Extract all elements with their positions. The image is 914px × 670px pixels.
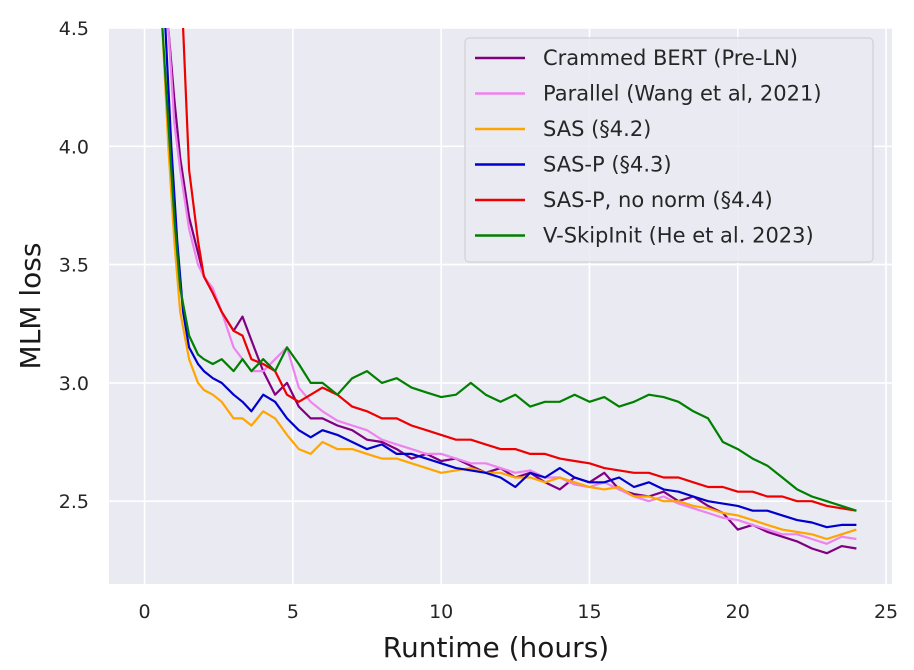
x-tick-label: 0: [139, 601, 151, 623]
series-line-parallel-wang-et-al-2021: [167, 28, 857, 545]
y-tick-label: 3.5: [59, 255, 89, 277]
series-lines: [161, 28, 857, 555]
x-axis-title: Runtime (hours): [383, 631, 609, 664]
legend-label: SAS-P, no norm (§4.4): [543, 188, 773, 212]
x-tick-label: 20: [726, 601, 750, 623]
x-tick-label: 25: [874, 601, 898, 623]
y-tick-label: 3.0: [59, 373, 89, 395]
y-tick-label: 4.5: [59, 18, 89, 40]
x-axis-ticks: 0 5 10 15 20 25: [139, 601, 899, 623]
y-axis-ticks: 2.5 3.0 3.5 4.0 4.5: [59, 18, 89, 513]
legend-box: [464, 37, 874, 263]
x-tick-label: 15: [577, 601, 601, 623]
watermark-source: @稀土掘金技术社区: [748, 649, 874, 665]
legend-label: Parallel (Wang et al, 2021): [543, 82, 822, 106]
series-line-v-skipinit-he-et-al-2023: [161, 28, 857, 512]
legend-label: V-SkipInit (He et al. 2023): [543, 224, 814, 248]
legend-label: SAS (§4.2): [543, 117, 651, 141]
x-tick-label: 10: [429, 601, 453, 623]
series-line-sas-p-4-3: [164, 28, 857, 529]
legend-label: Crammed BERT (Pre-LN): [543, 46, 798, 70]
watermark-brand: DeepHub IMBA: [733, 622, 861, 642]
x-tick-label: 5: [287, 601, 299, 623]
legend: Crammed BERT (Pre-LN) Parallel (Wang et a…: [464, 37, 874, 263]
y-tick-label: 4.0: [59, 136, 89, 158]
series-line-sas-p-no-norm-4-4: [182, 28, 857, 512]
y-axis-title: MLM loss: [14, 243, 47, 370]
watermark: DeepHub IMBA @稀土掘金技术社区: [733, 622, 874, 665]
y-tick-label: 2.5: [59, 491, 89, 513]
legend-label: SAS-P (§4.3): [543, 153, 672, 177]
